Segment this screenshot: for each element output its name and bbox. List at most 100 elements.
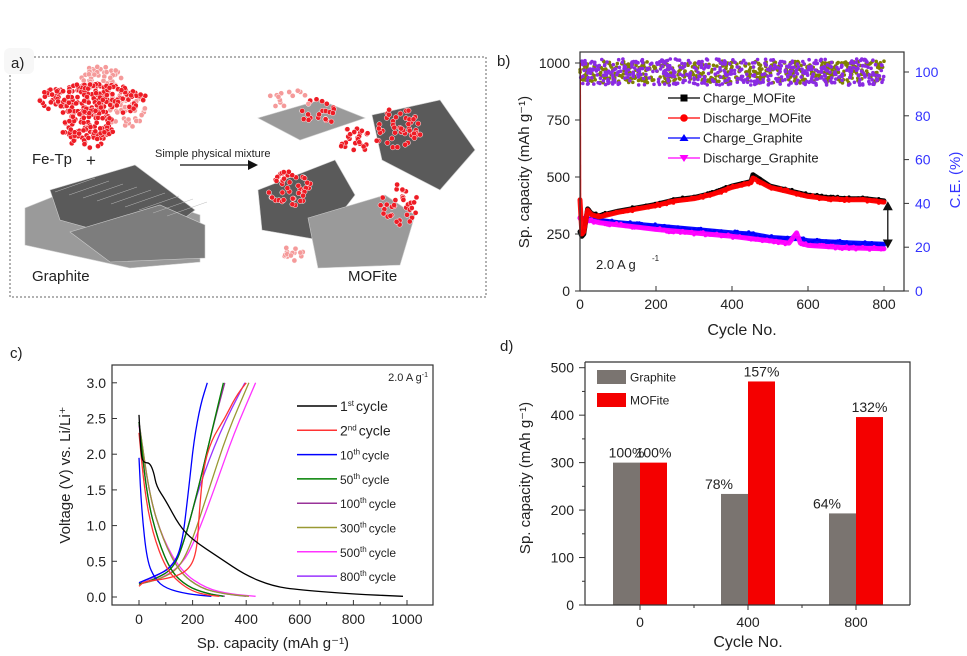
ce-point-ce-graphite bbox=[624, 72, 629, 76]
y-tick-label: 100 bbox=[551, 550, 575, 566]
ce-point-ce-graphite bbox=[741, 80, 746, 84]
graphite-stack-icon bbox=[24, 164, 208, 269]
y2-tick-label: 40 bbox=[915, 195, 931, 211]
ce-point-ce-graphite bbox=[879, 68, 884, 73]
fetp-atom bbox=[118, 75, 124, 81]
fetp-atom bbox=[272, 103, 279, 109]
fetp-atom bbox=[379, 194, 386, 201]
fetp-atom bbox=[291, 257, 298, 264]
legend-cycle-suffix: th bbox=[360, 545, 367, 554]
ce-point-ce-graphite bbox=[668, 57, 673, 61]
ce-point-ce-graphite bbox=[799, 75, 803, 79]
ce-point-ce-graphite bbox=[769, 73, 773, 78]
legend-label: 50th cycle bbox=[340, 472, 390, 487]
series-discharge-mofite-point bbox=[583, 226, 587, 230]
fetp-atom bbox=[417, 131, 424, 138]
fetp-atom bbox=[289, 92, 296, 99]
fetp-atom bbox=[328, 118, 335, 125]
panel-b-y-axis-label: Sp. capacity (mAh g⁻¹) bbox=[516, 96, 533, 248]
series-discharge-graphite-point bbox=[642, 226, 646, 231]
fetp-atom bbox=[94, 136, 101, 142]
series-discharge-mofite-point bbox=[683, 198, 687, 202]
ce-point-ce-graphite bbox=[786, 65, 791, 69]
y2-tick-label: 20 bbox=[915, 239, 931, 255]
ce-point-ce-graphite bbox=[626, 75, 630, 80]
series-discharge-graphite-point bbox=[701, 230, 705, 234]
fetp-atom bbox=[65, 94, 71, 100]
ce-point-ce-mofite bbox=[835, 61, 839, 66]
series-discharge-mofite-point bbox=[601, 214, 605, 219]
bar-label-graphite-cycle-400: 78% bbox=[705, 476, 733, 492]
ce-point-ce-mofite bbox=[757, 62, 761, 67]
ce-point-ce-graphite bbox=[848, 69, 852, 74]
fetp-atom bbox=[375, 125, 382, 132]
fetp-atom bbox=[350, 147, 357, 153]
ce-point-ce-graphite bbox=[840, 78, 844, 83]
ce-point-ce-graphite bbox=[806, 65, 811, 69]
ce-point-ce-mofite bbox=[672, 78, 676, 83]
fetp-atom bbox=[294, 87, 301, 94]
ce-point-ce-graphite bbox=[851, 65, 856, 70]
series-discharge-mofite-point bbox=[635, 206, 639, 210]
ce-point-ce-graphite bbox=[667, 73, 671, 78]
series-discharge-mofite-point bbox=[744, 181, 749, 185]
panel-b-current-density-sup: -1 bbox=[652, 254, 660, 263]
ce-point-ce-mofite bbox=[626, 62, 631, 66]
series-discharge-mofite-point bbox=[687, 197, 692, 201]
ce-point-ce-graphite bbox=[860, 82, 865, 86]
fetp-atom bbox=[87, 81, 93, 88]
series-discharge-graphite-point bbox=[836, 244, 840, 248]
ce-point-ce-graphite bbox=[751, 73, 755, 78]
legend-item-10th-cycle: 10th cycle bbox=[297, 448, 390, 463]
series-discharge-graphite-point bbox=[678, 231, 682, 235]
ce-point-ce-graphite bbox=[795, 78, 800, 82]
ce-point-ce-graphite bbox=[656, 80, 661, 84]
ce-point-ce-graphite bbox=[716, 70, 720, 75]
ce-point-ce-graphite bbox=[819, 70, 823, 74]
ce-point-ce-graphite bbox=[671, 68, 676, 73]
fetp-atom bbox=[54, 88, 60, 95]
fetp-atom bbox=[406, 218, 413, 225]
ce-point-ce-graphite bbox=[591, 67, 595, 71]
legend-cycle-number: 2 bbox=[340, 422, 348, 438]
fetp-atom bbox=[323, 100, 330, 107]
ce-point-ce-graphite bbox=[644, 72, 648, 77]
legend-item-300th-cycle: 300th cycle bbox=[297, 521, 396, 536]
ce-point-ce-graphite bbox=[848, 73, 853, 77]
bar-label-mofite-cycle-800: 132% bbox=[852, 399, 888, 415]
legend-label: 500th cycle bbox=[340, 545, 396, 560]
ce-point-ce-graphite bbox=[718, 68, 722, 72]
fetp-atom bbox=[266, 189, 272, 196]
fetp-atom bbox=[112, 67, 119, 74]
ce-point-ce-mofite bbox=[747, 62, 751, 66]
ce-point-ce-graphite bbox=[655, 62, 660, 67]
ce-point-ce-graphite bbox=[602, 63, 607, 68]
ce-point-ce-graphite bbox=[631, 70, 636, 74]
fetp-atom bbox=[384, 139, 391, 146]
fetp-atom bbox=[66, 108, 73, 114]
series-discharge-mofite-point bbox=[697, 196, 701, 201]
fetp-atom bbox=[280, 197, 287, 203]
series-discharge-graphite-point bbox=[756, 236, 760, 240]
ce-point-ce-graphite bbox=[662, 82, 667, 86]
panel-c-y-axis-label: Voltage (V) vs. Li/Li⁺ bbox=[57, 406, 74, 543]
panel-a-label-bg bbox=[4, 48, 34, 74]
series-discharge-graphite-point bbox=[767, 240, 771, 244]
ce-point-ce-graphite bbox=[874, 77, 879, 81]
series-charge-graphite-point bbox=[699, 226, 703, 230]
ce-point-ce-graphite bbox=[825, 63, 830, 67]
legend-cycle-number: 100 bbox=[340, 497, 360, 511]
series-discharge-mofite-point bbox=[852, 198, 856, 202]
ce-point-ce-graphite bbox=[723, 71, 727, 75]
capacity-series bbox=[577, 62, 887, 252]
ce-point-ce-graphite bbox=[771, 58, 776, 62]
legend-label: 800th cycle bbox=[340, 569, 396, 584]
triangle-down-marker-icon bbox=[679, 155, 689, 162]
legend-cycle-number: 50 bbox=[340, 473, 354, 487]
fetp-atom bbox=[74, 94, 81, 100]
fetp-atom bbox=[413, 194, 420, 201]
legend-swatch bbox=[597, 370, 626, 384]
ce-point-ce-mofite bbox=[642, 79, 647, 84]
legend-item-500th-cycle: 500th cycle bbox=[297, 545, 396, 560]
